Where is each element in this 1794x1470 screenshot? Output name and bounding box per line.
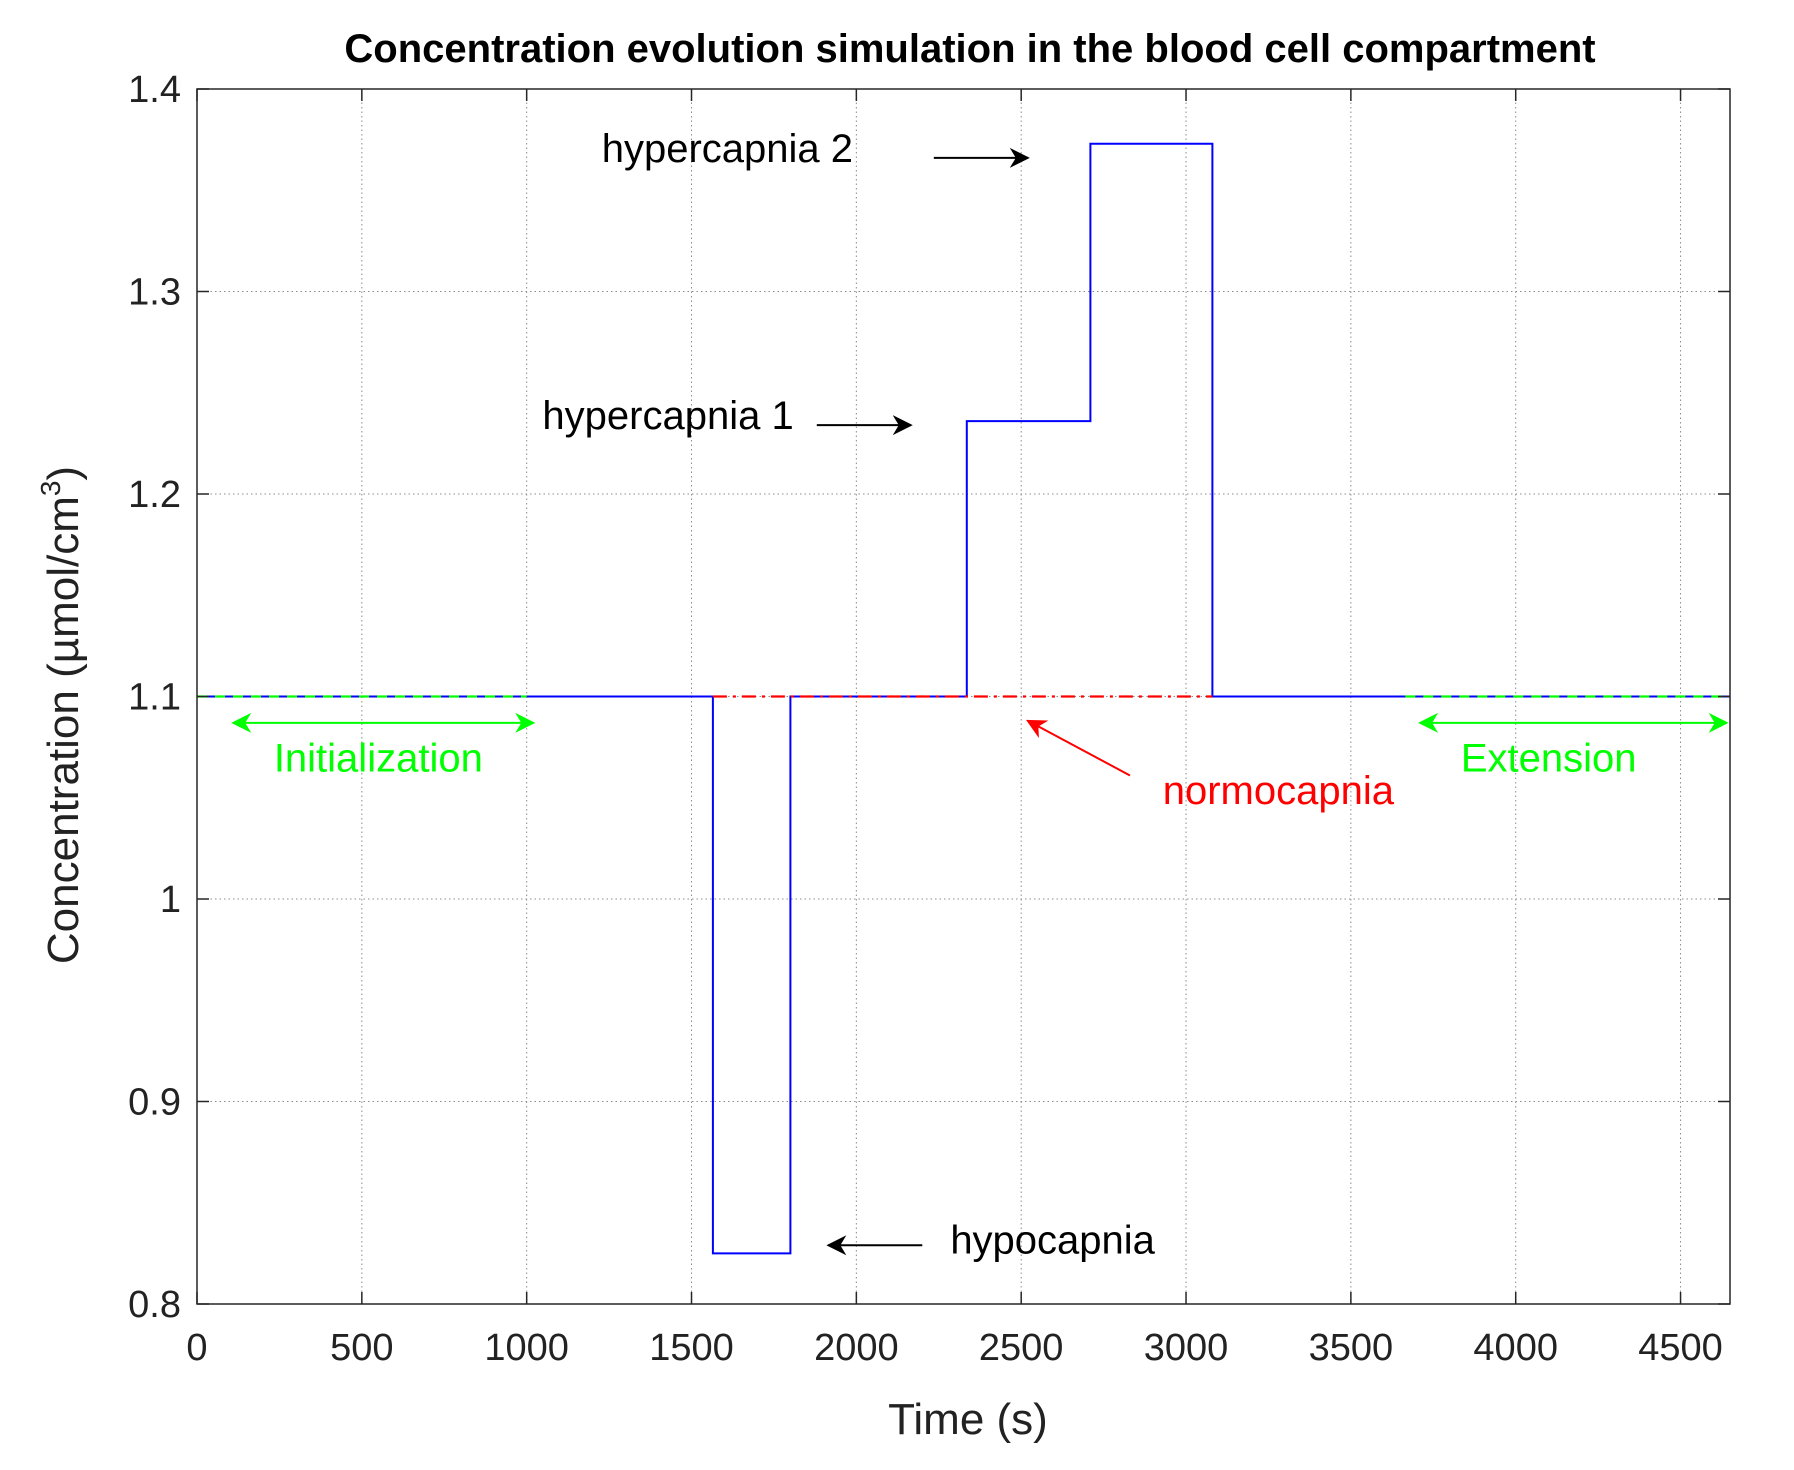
x-tick-label: 3500 [1309,1327,1394,1369]
y-axis-label-main: Concentration (µmol/cm [39,496,88,964]
annotation-label: Extension [1461,736,1637,780]
annotation-label: hypercapnia 2 [602,127,853,171]
y-tick-label: 0.9 [128,1082,181,1124]
annot-layer: hypercapnia 2 hypercapnia 1 hypocapnia norm… [231,127,1729,1262]
y-tick-label: 1.3 [128,272,181,314]
x-tick-label: 2000 [814,1327,899,1369]
x-tick-label: 4000 [1473,1327,1558,1369]
x-tick-label: 4500 [1638,1327,1723,1369]
y-tick-label: 1.2 [128,474,181,516]
ticks-layer: 0 500 1000 1500 2000 2500 3000 3500 4000 4500 0.8 0… [128,69,1730,1369]
y-axis-label: Concentration (µmol/cm3) [35,466,88,964]
x-tick-label: 1500 [649,1327,734,1369]
x-tick-label: 0 [186,1327,207,1369]
annotation-arrow [1026,719,1131,777]
annotation-label: Initialization [274,736,483,780]
y-tick-label: 1.1 [128,677,181,719]
annotation-label: hypocapnia [950,1218,1155,1262]
chart-title: Concentration evolution simulation in th… [344,27,1595,71]
y-tick-label: 1 [160,879,181,921]
annotation-label: normocapnia [1163,769,1395,813]
series-line-simulation [197,142,1730,1255]
x-tick-label: 2500 [979,1327,1064,1369]
y-tick-label: 0.8 [128,1284,181,1326]
annotation-label: hypercapnia 1 [542,394,793,438]
y-axis-label-sup: 3 [35,481,66,497]
y-tick-label: 1.4 [128,69,181,111]
x-tick-label: 1000 [484,1327,569,1369]
series-layer [197,142,1730,1255]
x-tick-label: 500 [330,1327,393,1369]
x-tick-label: 3000 [1144,1327,1229,1369]
x-axis-label: Time (s) [888,1395,1048,1444]
y-axis-label-close: ) [39,466,88,481]
